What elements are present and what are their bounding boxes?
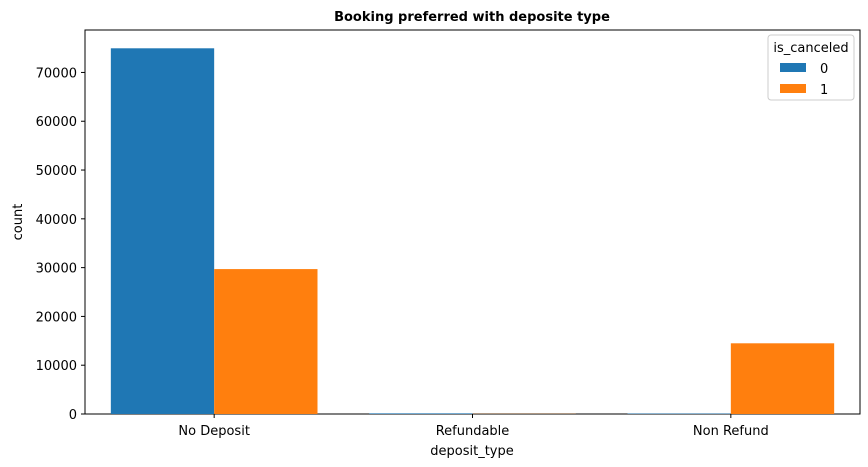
- x-tick-label: Refundable: [436, 424, 510, 439]
- bar-no-deposit-series-0: [110, 48, 215, 414]
- chart-title: Booking preferred with deposite type: [334, 10, 610, 25]
- y-tick-label: 0: [69, 408, 77, 423]
- y-tick-label: 20000: [36, 310, 77, 325]
- y-tick-label: 50000: [36, 164, 77, 179]
- x-tick-label: Non Refund: [693, 424, 769, 439]
- legend: is_canceled 0 1: [767, 34, 855, 101]
- legend-label-series-1: 1: [820, 83, 828, 98]
- legend-box: [767, 34, 855, 101]
- x-tick-label: No Deposit: [178, 424, 250, 439]
- bar-non-refund-series-1: [730, 343, 835, 414]
- y-axis: 0 10000 20000 30000 40000 50000 60000 70000: [36, 66, 85, 423]
- legend-swatch-series-0: [780, 63, 806, 72]
- y-tick-label: 40000: [36, 213, 77, 228]
- y-tick-label: 30000: [36, 262, 77, 277]
- legend-title: is_canceled: [773, 41, 848, 56]
- y-axis-label: count: [11, 204, 26, 241]
- bars-group: [110, 48, 835, 414]
- plot-area: [84, 29, 861, 415]
- y-tick-label: 70000: [36, 66, 77, 81]
- x-axis-label: deposit_type: [430, 444, 513, 459]
- bar-no-deposit-series-1: [214, 269, 318, 414]
- x-axis: No Deposit Refundable Non Refund: [178, 414, 769, 439]
- y-tick-label: 60000: [36, 115, 77, 130]
- y-tick-label: 10000: [36, 359, 77, 374]
- legend-swatch-series-1: [780, 84, 806, 93]
- legend-label-series-0: 0: [820, 62, 828, 77]
- bar-refundable-series-0: [369, 413, 473, 414]
